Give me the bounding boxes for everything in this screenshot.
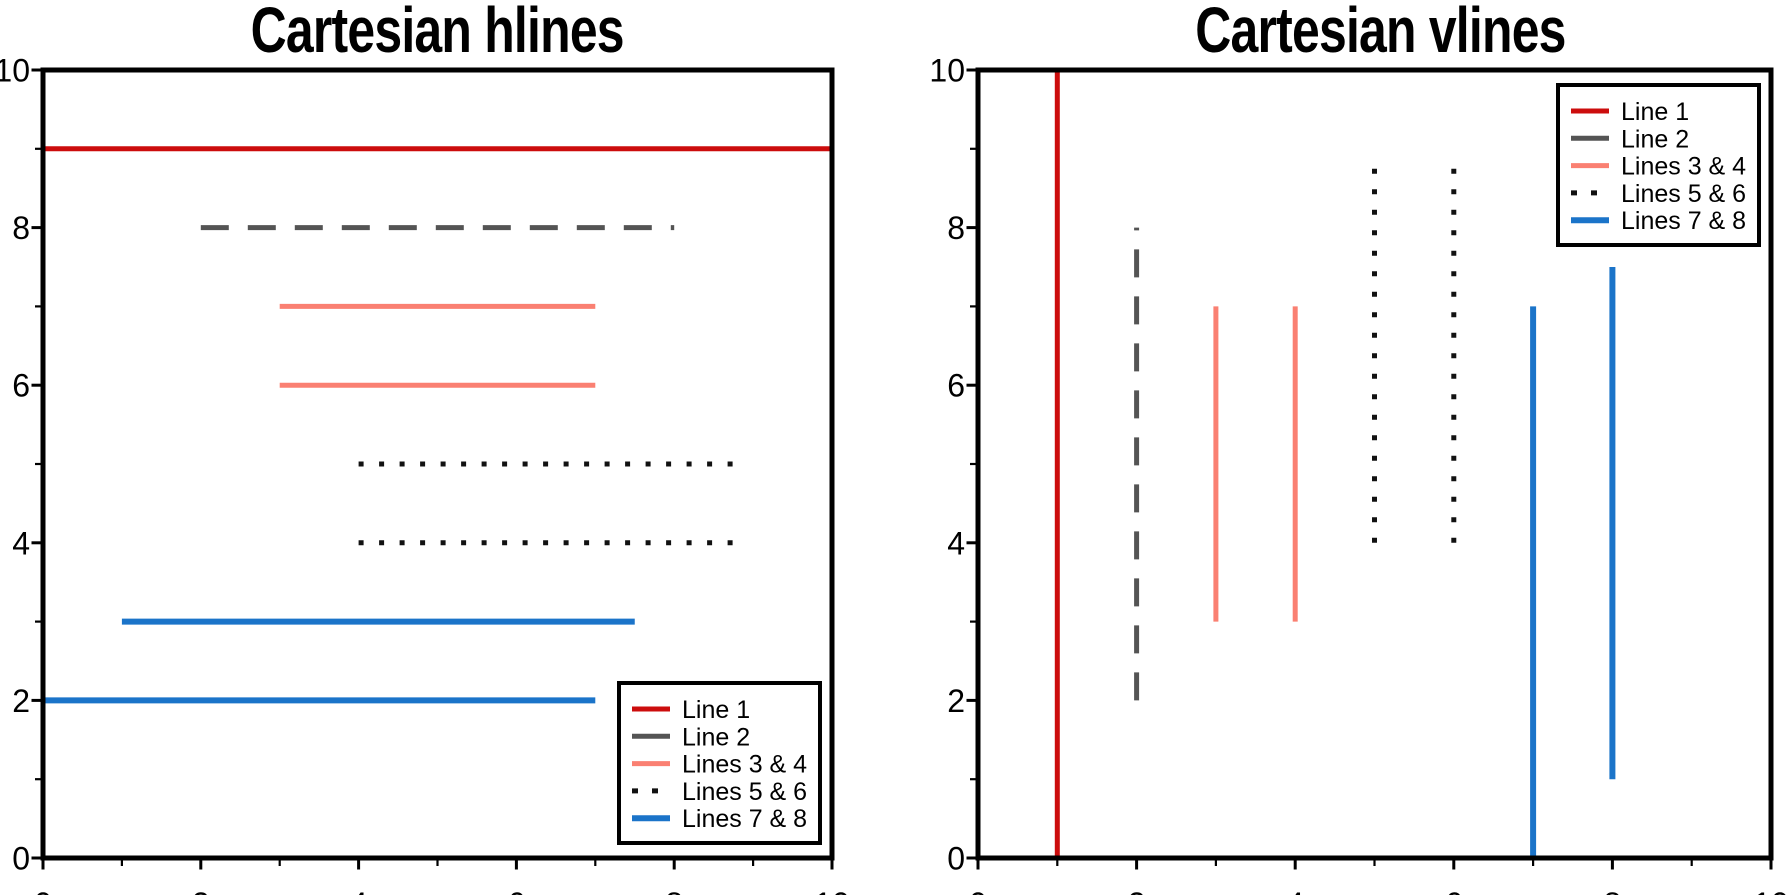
x-tick-label: 10 (1753, 886, 1788, 895)
y-tick-label: 0 (12, 841, 30, 877)
axes-spines (40, 67, 835, 861)
y-tick-label: 2 (947, 683, 965, 719)
legend-entry-label: Lines 7 & 8 (682, 805, 807, 833)
y-tick-label: 6 (12, 368, 30, 404)
y-tick-label: 4 (12, 525, 30, 561)
hlines-title: Cartesian hlines (43, 0, 832, 66)
y-tick-label: 4 (947, 525, 965, 561)
x-tick-label: 2 (1128, 886, 1146, 895)
y-tick-label: 6 (947, 368, 965, 404)
legend-entry-label: Line 2 (682, 723, 750, 751)
legend-entry-label: Lines 5 & 6 (1621, 180, 1746, 208)
y-tick-label: 10 (0, 53, 30, 89)
x-tick-label: 0 (34, 886, 52, 895)
x-tick-label: 10 (814, 886, 850, 895)
legend-entry-label: Line 2 (1621, 125, 1689, 153)
legend-entry-label: Line 1 (1621, 98, 1689, 126)
vlines-title: Cartesian vlines (984, 0, 1777, 66)
y-tick-label: 0 (947, 841, 965, 877)
legend-entry-label: Lines 5 & 6 (682, 778, 807, 806)
y-tick-label: 10 (929, 53, 965, 89)
x-tick-label: 8 (665, 886, 683, 895)
legend-entry-label: Lines 3 & 4 (682, 751, 807, 779)
legend-entry-label: Lines 3 & 4 (1621, 153, 1746, 181)
legend-entry-label: Line 1 (682, 696, 750, 724)
x-tick-label: 8 (1604, 886, 1622, 895)
vlines-title-text: Cartesian vlines (1195, 0, 1566, 66)
legend-entry-label: Lines 7 & 8 (1621, 207, 1746, 235)
hlines-title-text: Cartesian hlines (250, 0, 625, 66)
y-tick-label: 8 (947, 210, 965, 246)
x-tick-label: 4 (350, 886, 368, 895)
x-tick-label: 0 (969, 886, 987, 895)
x-tick-label: 4 (1286, 886, 1304, 895)
y-tick-label: 8 (12, 210, 30, 246)
x-tick-label: 6 (1445, 886, 1463, 895)
y-tick-label: 2 (12, 683, 30, 719)
x-tick-label: 2 (192, 886, 210, 895)
axes-spines (975, 67, 1774, 861)
x-tick-label: 6 (508, 886, 526, 895)
